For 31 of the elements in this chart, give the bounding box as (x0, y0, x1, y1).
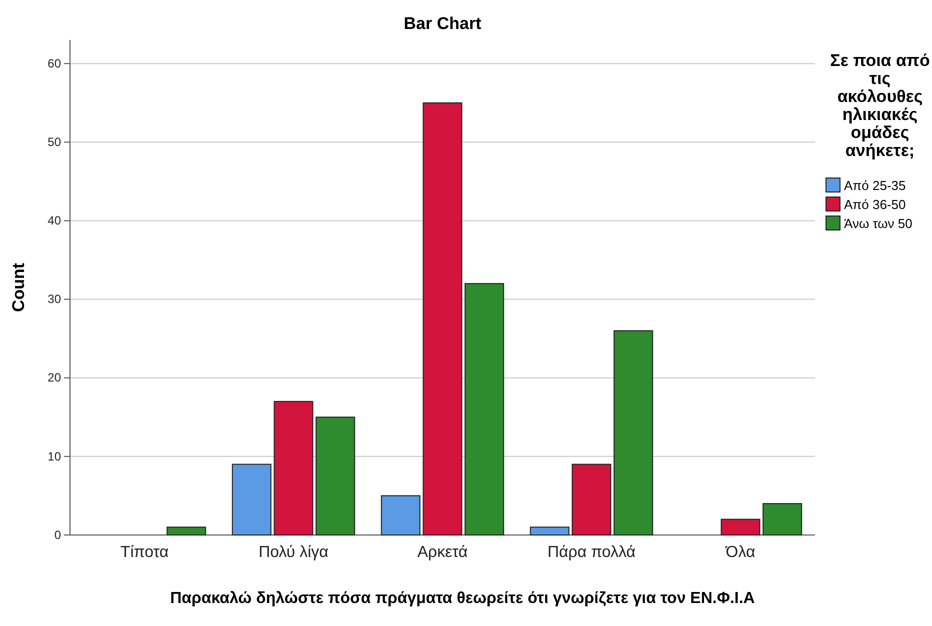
bar (464, 283, 504, 536)
bar (614, 330, 654, 536)
x-tick-label: Τίποτα (120, 544, 169, 562)
x-tick-label: Αρκετά (417, 544, 468, 562)
legend-label: Άνω των 50 (844, 216, 912, 231)
legend-label: Από 36-50 (844, 197, 906, 212)
bar (422, 102, 462, 536)
y-tick-label: 40 (48, 214, 62, 228)
bar (316, 416, 356, 536)
bar (380, 495, 420, 536)
legend-label: Από 25-35 (844, 178, 906, 193)
x-tick-label: Πολύ λίγα (258, 544, 328, 562)
bar (166, 526, 206, 536)
chart-title: Bar Chart (404, 14, 482, 33)
legend-title: Σε ποια από τις ακόλουθες ηλικιακές ομάδες ανήκετε; (830, 51, 930, 160)
y-tick-label: 0 (54, 528, 62, 542)
y-tick-label: 30 (48, 292, 62, 306)
y-tick-label: 10 (48, 449, 62, 464)
bar (232, 464, 272, 536)
bar (572, 464, 612, 536)
x-axis-title: Παρακαλώ δηλώστε πόσα πράγματα θεωρείτε ότι γνωρίζετε για τον ΕΝ.Φ.Ι.Α (170, 590, 756, 607)
y-tick-label: 20 (48, 370, 62, 385)
bar (762, 503, 802, 536)
x-tick-label: Πάρα πολλά (547, 544, 636, 562)
y-tick-label: 50 (48, 134, 62, 149)
bar (530, 526, 570, 536)
bar (274, 400, 314, 536)
bar (720, 518, 760, 536)
x-tick-label: Όλα (724, 544, 756, 562)
y-tick-label: 60 (48, 56, 62, 70)
y-axis-title: Count (9, 262, 28, 312)
